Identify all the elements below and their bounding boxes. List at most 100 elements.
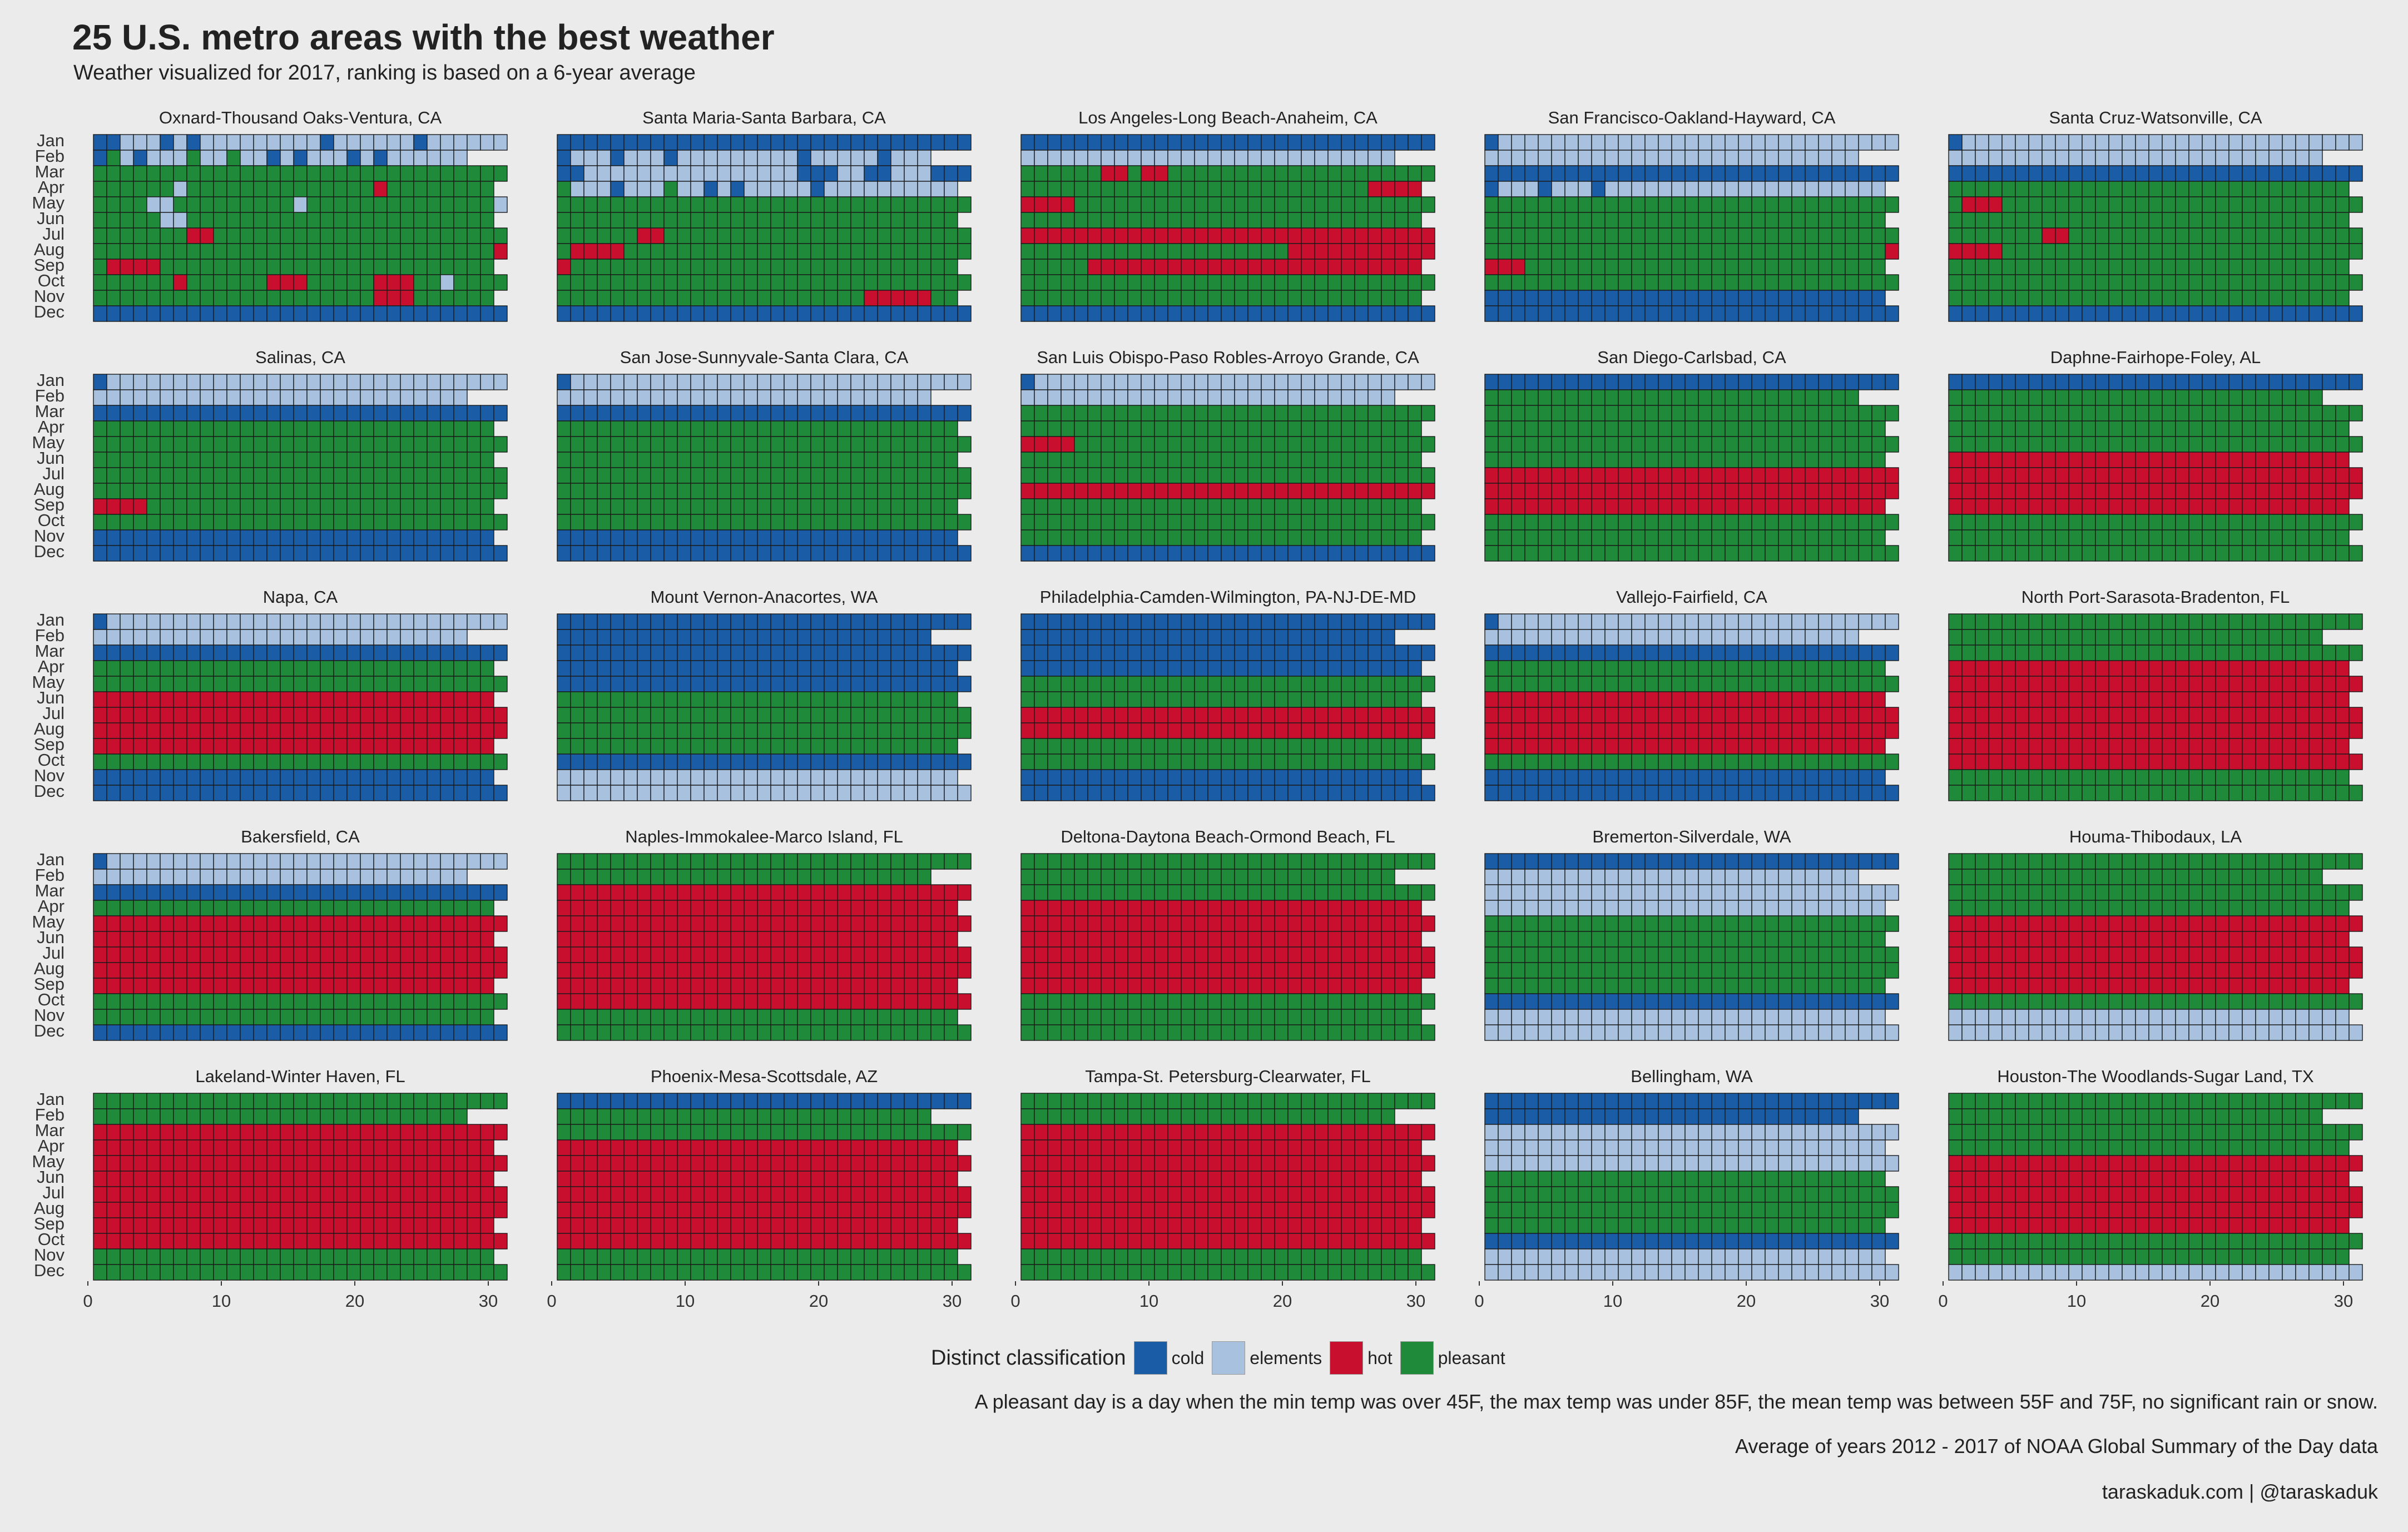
heatmap-cell — [373, 529, 388, 546]
heatmap-cell — [1751, 691, 1766, 708]
heatmap-cell — [200, 660, 214, 677]
heatmap-cell — [2175, 514, 2189, 531]
heatmap-cell — [1551, 691, 1565, 708]
heatmap-cell — [1564, 259, 1579, 275]
heatmap-cell — [1234, 676, 1248, 692]
heatmap-cell — [1114, 405, 1128, 422]
heatmap-cell — [570, 227, 584, 244]
heatmap-cell — [730, 181, 745, 197]
heatmap-cell — [320, 629, 334, 646]
heatmap-cell — [1141, 629, 1155, 646]
heatmap-cell — [890, 676, 905, 692]
heatmap-cell — [400, 738, 414, 755]
heatmap-cell — [1314, 227, 1329, 244]
heatmap-cell — [293, 452, 308, 468]
heatmap-cell — [1604, 660, 1619, 677]
heatmap-cell — [744, 691, 758, 708]
heatmap-cell — [1261, 629, 1275, 646]
heatmap-cell — [2215, 259, 2229, 275]
heatmap-cell — [2108, 259, 2123, 275]
heatmap-cell — [373, 212, 388, 229]
heatmap-cell — [1765, 150, 1779, 166]
heatmap-cell — [1287, 738, 1302, 755]
heatmap-cell — [1885, 274, 1899, 291]
heatmap-cell — [650, 769, 665, 786]
heatmap-cell — [2162, 181, 2176, 197]
heatmap-cell — [346, 545, 361, 562]
heatmap-cell — [253, 785, 267, 801]
heatmap-cell — [690, 483, 705, 499]
y-tick-label: May — [32, 193, 65, 212]
heatmap-cell — [1207, 722, 1222, 739]
heatmap-cell — [2242, 483, 2256, 499]
heatmap-cell — [1845, 405, 1859, 422]
heatmap-cell — [1738, 613, 1752, 630]
heatmap-cell — [1408, 785, 1422, 801]
heatmap-cell — [480, 243, 494, 260]
heatmap-cell — [757, 498, 771, 515]
heatmap-cell — [200, 227, 214, 244]
heatmap-cell — [797, 420, 811, 437]
heatmap-cell — [240, 753, 254, 770]
y-tick-label: Aug — [34, 719, 65, 738]
heatmap-cell — [93, 738, 107, 755]
heatmap-cell — [1591, 274, 1606, 291]
heatmap-cell — [1354, 165, 1369, 182]
heatmap-cell — [1194, 274, 1208, 291]
heatmap-cell — [677, 305, 691, 322]
heatmap-cell — [240, 691, 254, 708]
heatmap-cell — [186, 722, 201, 739]
heatmap-cell — [280, 290, 294, 306]
heatmap-cell — [570, 374, 584, 390]
heatmap-cell — [1738, 436, 1752, 453]
heatmap-cell — [650, 290, 665, 306]
heatmap-cell — [877, 722, 891, 739]
heatmap-cell — [2028, 514, 2043, 531]
heatmap-cell — [333, 150, 348, 166]
heatmap-cell — [1354, 290, 1369, 306]
heatmap-cell — [427, 212, 441, 229]
heatmap-cell — [146, 305, 161, 322]
heatmap-cell — [1154, 529, 1168, 546]
heatmap-cell — [637, 660, 651, 677]
heatmap-cell — [400, 613, 414, 630]
heatmap-cell — [93, 545, 107, 562]
heatmap-cell — [1604, 691, 1619, 708]
heatmap-cell — [877, 498, 891, 515]
heatmap-cell — [1034, 134, 1048, 151]
heatmap-cell — [2015, 181, 2029, 197]
heatmap-cell — [1498, 165, 1512, 182]
heatmap-cell — [1061, 259, 1075, 275]
heatmap-cell — [1738, 243, 1752, 260]
heatmap-cell — [280, 644, 294, 661]
heatmap-cell — [1101, 613, 1115, 630]
heatmap-cell — [480, 738, 494, 755]
heatmap-cell — [663, 785, 678, 801]
heatmap-cell — [133, 676, 147, 692]
heatmap-cell — [413, 707, 428, 723]
heatmap-cell — [703, 514, 718, 531]
heatmap-cell — [1247, 613, 1262, 630]
heatmap-cell — [1234, 181, 1248, 197]
heatmap-cell — [1394, 769, 1409, 786]
heatmap-cell — [320, 613, 334, 630]
heatmap-cell — [1274, 467, 1289, 484]
heatmap-cell — [864, 785, 878, 801]
heatmap-cell — [1141, 514, 1155, 531]
heatmap-cell — [1047, 134, 1062, 151]
heatmap-cell — [253, 196, 267, 213]
heatmap-cell — [890, 483, 905, 499]
heatmap-cell — [1551, 420, 1565, 437]
heatmap-cell — [1805, 660, 1819, 677]
heatmap-cell — [917, 753, 932, 770]
heatmap-cell — [2108, 305, 2123, 322]
heatmap-cell — [1234, 753, 1248, 770]
heatmap-cell — [373, 514, 388, 531]
heatmap-cell — [663, 405, 678, 422]
heatmap-cell — [1101, 374, 1115, 390]
heatmap-cell — [1047, 290, 1062, 306]
heatmap-cell — [1791, 644, 1806, 661]
heatmap-cell — [360, 753, 374, 770]
heatmap-cell — [1127, 150, 1142, 166]
heatmap-cell — [1074, 259, 1088, 275]
